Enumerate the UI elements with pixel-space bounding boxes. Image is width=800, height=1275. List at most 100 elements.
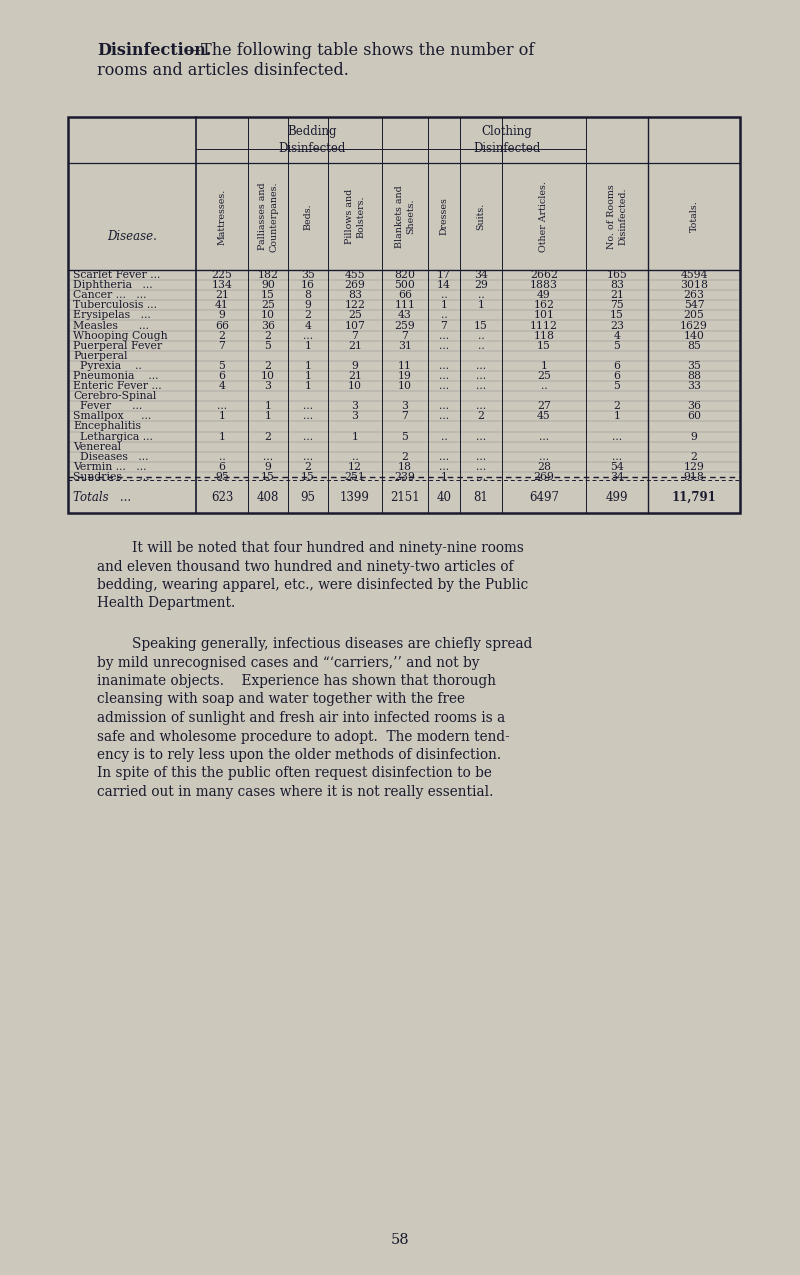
Text: 251: 251 bbox=[345, 472, 366, 482]
Text: 1: 1 bbox=[218, 412, 226, 421]
Text: 1: 1 bbox=[614, 412, 621, 421]
Text: 1: 1 bbox=[441, 301, 447, 310]
Text: ...: ... bbox=[439, 412, 449, 421]
Text: Scarlet Fever ...: Scarlet Fever ... bbox=[73, 270, 160, 280]
Text: ...: ... bbox=[612, 451, 622, 462]
Text: 6497: 6497 bbox=[529, 491, 559, 504]
Text: 10: 10 bbox=[398, 381, 412, 391]
Text: 25: 25 bbox=[261, 301, 275, 310]
Text: Diphtheria   ...: Diphtheria ... bbox=[73, 280, 153, 291]
Text: 15: 15 bbox=[261, 472, 275, 482]
Text: 2: 2 bbox=[265, 431, 271, 441]
Text: Pneumonia    ...: Pneumonia ... bbox=[73, 371, 158, 381]
Text: 9: 9 bbox=[690, 431, 698, 441]
Text: 15: 15 bbox=[474, 320, 488, 330]
Text: 21: 21 bbox=[348, 371, 362, 381]
Text: 6: 6 bbox=[218, 462, 226, 472]
Text: ...: ... bbox=[303, 431, 313, 441]
Text: —The following table shows the number of: —The following table shows the number of bbox=[185, 42, 534, 59]
Text: 49: 49 bbox=[537, 291, 551, 300]
Text: 36: 36 bbox=[687, 402, 701, 412]
Text: 88: 88 bbox=[687, 371, 701, 381]
Text: 4: 4 bbox=[218, 381, 226, 391]
Text: In spite of this the public often request disinfection to be: In spite of this the public often reques… bbox=[97, 766, 492, 780]
Text: Beds.: Beds. bbox=[303, 203, 313, 229]
Text: Fever      ...: Fever ... bbox=[73, 402, 142, 412]
Text: Measles      ...: Measles ... bbox=[73, 320, 149, 330]
Text: 1: 1 bbox=[541, 361, 547, 371]
Text: 35: 35 bbox=[687, 361, 701, 371]
Text: 2: 2 bbox=[265, 330, 271, 340]
Text: 12: 12 bbox=[348, 462, 362, 472]
Text: 85: 85 bbox=[687, 340, 701, 351]
Text: 205: 205 bbox=[683, 310, 705, 320]
Text: 7: 7 bbox=[218, 340, 226, 351]
Text: 31: 31 bbox=[398, 340, 412, 351]
Text: 118: 118 bbox=[534, 330, 554, 340]
Text: 33: 33 bbox=[687, 381, 701, 391]
Text: ..: .. bbox=[441, 310, 447, 320]
Text: 11: 11 bbox=[398, 361, 412, 371]
Text: 6: 6 bbox=[614, 361, 621, 371]
Text: 5: 5 bbox=[218, 361, 226, 371]
Text: 21: 21 bbox=[215, 291, 229, 300]
Text: 2: 2 bbox=[305, 310, 311, 320]
Text: Clothing
Disinfected: Clothing Disinfected bbox=[474, 125, 541, 156]
Text: 547: 547 bbox=[684, 301, 704, 310]
Text: 15: 15 bbox=[537, 340, 551, 351]
Text: 239: 239 bbox=[394, 472, 415, 482]
Text: 43: 43 bbox=[398, 310, 412, 320]
Text: 1112: 1112 bbox=[530, 320, 558, 330]
Text: 9: 9 bbox=[305, 301, 311, 310]
Text: 45: 45 bbox=[537, 412, 551, 421]
Text: 75: 75 bbox=[610, 301, 624, 310]
Text: 95: 95 bbox=[215, 472, 229, 482]
Text: 81: 81 bbox=[474, 491, 488, 504]
Text: ..: .. bbox=[352, 451, 358, 462]
Text: ...: ... bbox=[439, 462, 449, 472]
Text: 408: 408 bbox=[257, 491, 279, 504]
Text: 35: 35 bbox=[301, 270, 315, 280]
Text: 34: 34 bbox=[610, 472, 624, 482]
Text: Speaking generally, infectious diseases are chiefly spread: Speaking generally, infectious diseases … bbox=[97, 638, 532, 652]
Text: 499: 499 bbox=[606, 491, 628, 504]
Text: 7: 7 bbox=[351, 330, 358, 340]
Text: Puerperal: Puerperal bbox=[73, 351, 127, 361]
Text: Totals   ...: Totals ... bbox=[73, 491, 131, 504]
Text: 3: 3 bbox=[351, 402, 358, 412]
Text: 111: 111 bbox=[394, 301, 415, 310]
Text: Lethargica ...: Lethargica ... bbox=[73, 431, 153, 441]
Text: 162: 162 bbox=[534, 301, 554, 310]
Text: 66: 66 bbox=[398, 291, 412, 300]
Text: 15: 15 bbox=[261, 291, 275, 300]
Text: 165: 165 bbox=[606, 270, 627, 280]
Text: Blankets and
Sheets.: Blankets and Sheets. bbox=[395, 185, 415, 247]
Text: carried out in many cases where it is not really essential.: carried out in many cases where it is no… bbox=[97, 785, 494, 799]
Text: 7: 7 bbox=[441, 320, 447, 330]
Text: 21: 21 bbox=[610, 291, 624, 300]
Text: 25: 25 bbox=[537, 371, 551, 381]
Text: 918: 918 bbox=[683, 472, 705, 482]
Text: 5: 5 bbox=[614, 340, 621, 351]
Text: 1: 1 bbox=[218, 431, 226, 441]
Text: Pyrexia    ..: Pyrexia .. bbox=[73, 361, 142, 371]
Text: ...: ... bbox=[439, 451, 449, 462]
Text: ...: ... bbox=[476, 462, 486, 472]
Text: 134: 134 bbox=[211, 280, 233, 291]
Text: 225: 225 bbox=[211, 270, 233, 280]
Text: 1: 1 bbox=[351, 431, 358, 441]
Text: Tuberculosis ...: Tuberculosis ... bbox=[73, 301, 157, 310]
Text: 1: 1 bbox=[478, 301, 485, 310]
Text: 4594: 4594 bbox=[680, 270, 708, 280]
Text: ...: ... bbox=[476, 361, 486, 371]
Text: 2: 2 bbox=[265, 361, 271, 371]
Text: 6: 6 bbox=[614, 371, 621, 381]
Text: 90: 90 bbox=[261, 280, 275, 291]
Text: Cerebro-Spinal: Cerebro-Spinal bbox=[73, 391, 156, 402]
Text: ...: ... bbox=[476, 431, 486, 441]
Text: 83: 83 bbox=[610, 280, 624, 291]
Text: No. of Rooms
Disinfected.: No. of Rooms Disinfected. bbox=[607, 184, 627, 249]
Text: 269: 269 bbox=[345, 280, 366, 291]
Text: Dresses: Dresses bbox=[439, 198, 449, 236]
Text: ...: ... bbox=[439, 381, 449, 391]
